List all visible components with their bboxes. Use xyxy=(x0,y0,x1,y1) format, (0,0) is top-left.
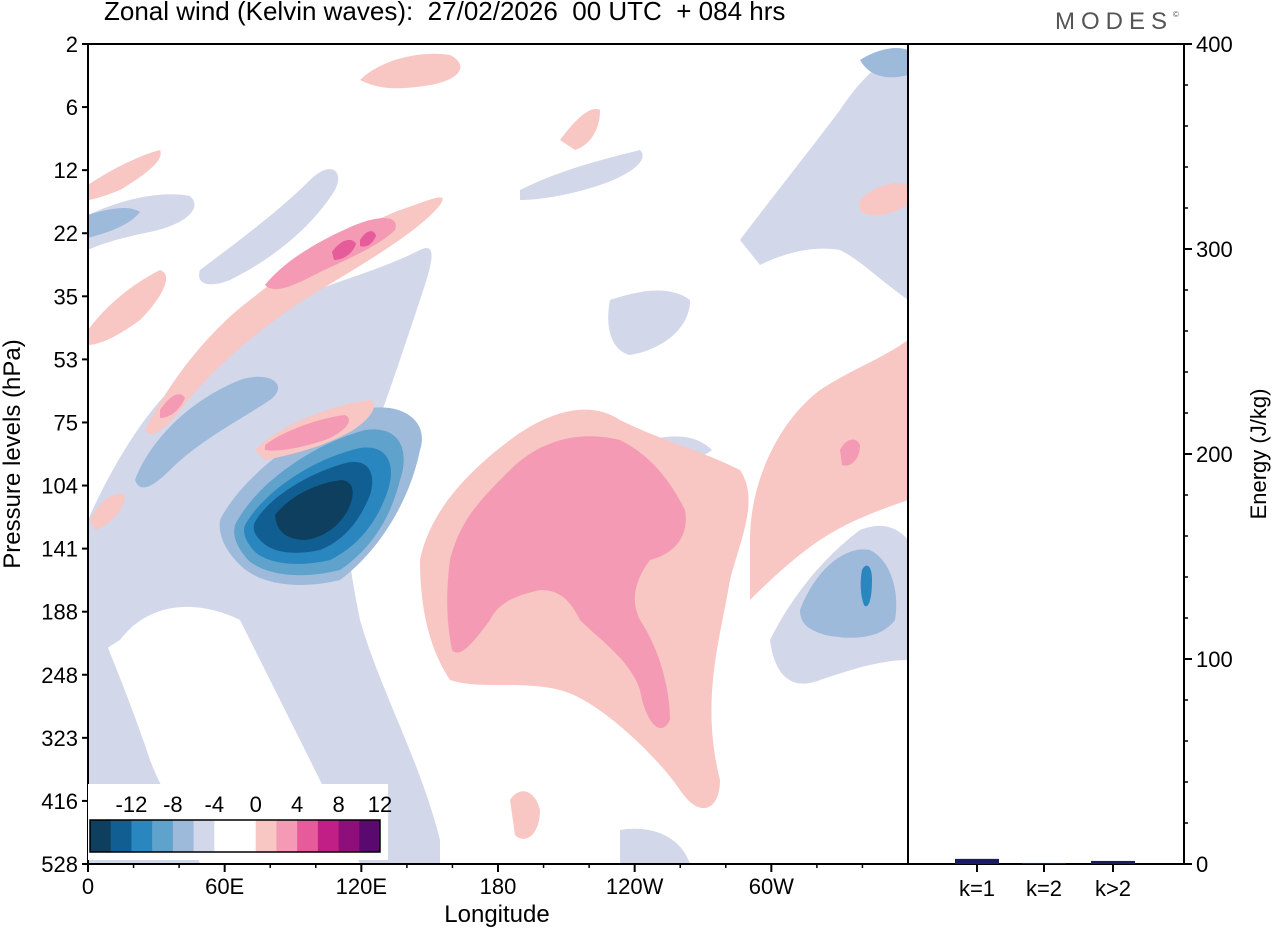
colorbar-swatch xyxy=(193,820,215,852)
contour-westerly-weak xyxy=(560,109,600,150)
contour-westerly-weak xyxy=(750,340,908,600)
colorbar-swatch xyxy=(214,820,236,852)
contour-westerly-strong xyxy=(332,239,356,260)
x-tick-label: 120W xyxy=(606,874,664,899)
energy-axis: 0 100 200 300 400 xyxy=(1184,32,1233,877)
y-tick-label: 6 xyxy=(66,95,78,120)
pressure-axis: 2 6 12 22 35 53 75 104 141 188 248 323 416 528 xyxy=(41,32,88,877)
y-tick-label: 248 xyxy=(41,663,78,688)
colorbar-swatch xyxy=(90,820,112,852)
x-tick-label: 60W xyxy=(749,874,794,899)
contour-westerly-moderate xyxy=(160,394,185,418)
y-tick-label: 12 xyxy=(54,158,78,183)
x-tick-label: 180 xyxy=(480,874,517,899)
energy-category-label: k=2 xyxy=(1026,876,1062,901)
y-tick-label: 141 xyxy=(41,537,78,562)
y-tick-label: 35 xyxy=(54,284,78,309)
contour-westerly-weak xyxy=(88,270,167,345)
contour-easterly-weak xyxy=(608,290,690,355)
contour-westerly-moderate xyxy=(447,436,686,729)
contour-easterly-strong xyxy=(860,565,872,607)
brand-text: MODES xyxy=(1055,8,1174,35)
chart-title: Zonal wind (Kelvin waves): 27/02/2026 00… xyxy=(104,0,786,26)
wind-field xyxy=(88,48,908,864)
colorbar-swatch xyxy=(297,820,319,852)
contour-easterly-weak xyxy=(88,194,195,250)
colorbar-label: -4 xyxy=(205,792,225,817)
energy-bar xyxy=(1091,860,1135,864)
colorbar-swatch xyxy=(255,820,277,852)
y-tick-label: 75 xyxy=(54,410,78,435)
y-tick-label: 22 xyxy=(54,221,78,246)
energy-bar xyxy=(1022,862,1066,864)
energy-tick-label: 100 xyxy=(1196,647,1233,672)
energy-tick-label: 300 xyxy=(1196,237,1233,262)
colorbar-swatch xyxy=(235,820,257,852)
colorbar-label: 0 xyxy=(250,792,262,817)
y-tick-label: 53 xyxy=(54,347,78,372)
colorbar-frame xyxy=(89,819,381,853)
contour-westerly-weak xyxy=(90,493,125,530)
longitude-axis: 0 60E 120E 180 120W 60W xyxy=(82,864,864,899)
contour-westerly-weak xyxy=(510,791,540,839)
contour-westerly-moderate xyxy=(840,439,860,466)
contour-easterly-weak xyxy=(620,828,690,864)
contour-easterly-weak xyxy=(199,169,339,285)
colorbar-label: 4 xyxy=(291,792,303,817)
y-tick-label: 528 xyxy=(41,852,78,877)
colorbar: -12 -8 -4 0 4 8 12 xyxy=(88,784,392,860)
x-tick-label: 0 xyxy=(82,874,94,899)
y-tick-label: 188 xyxy=(41,600,78,625)
energy-tick-label: 400 xyxy=(1196,32,1233,57)
y-axis-title: Pressure levels (hPa) xyxy=(0,339,26,568)
contour-easterly-moderate xyxy=(800,549,897,638)
energy-panel-frame xyxy=(907,43,1185,865)
colorbar-label: 8 xyxy=(332,792,344,817)
colorbar-swatch xyxy=(359,820,381,852)
energy-category-label: k>2 xyxy=(1095,876,1131,901)
x-tick-label: 60E xyxy=(205,874,244,899)
y-tick-label: 104 xyxy=(41,474,78,499)
contour-easterly-peak xyxy=(275,480,353,540)
energy-tick-label: 0 xyxy=(1196,852,1208,877)
contour-easterly-weak xyxy=(740,50,908,300)
contour-westerly-weak xyxy=(860,183,908,216)
contour-easterly-moderate xyxy=(860,48,908,78)
colorbar-label: -8 xyxy=(163,792,183,817)
contour-westerly-weak xyxy=(88,150,161,200)
colorbar-swatch xyxy=(131,820,153,852)
contour-westerly-weak xyxy=(145,197,443,434)
contour-westerly-weak xyxy=(360,53,461,89)
energy-bars: k=1 k=2 k>2 xyxy=(955,858,1135,901)
colorbar-label: -12 xyxy=(116,792,148,817)
modes-logo: MODES© xyxy=(1055,8,1179,36)
colorbar-label: 12 xyxy=(368,792,392,817)
colorbar-swatch xyxy=(338,820,360,852)
colorbar-swatch xyxy=(152,820,174,852)
y-tick-label: 416 xyxy=(41,789,78,814)
contour-easterly-weak xyxy=(520,150,643,200)
colorbar-swatch xyxy=(276,820,298,852)
colorbar-swatch xyxy=(110,820,132,852)
y-tick-label: 323 xyxy=(41,726,78,751)
contour-westerly-moderate xyxy=(265,415,349,451)
colorbar-swatch xyxy=(317,820,340,852)
energy-axis-title: Energy (J/kg) xyxy=(1246,389,1271,520)
x-tick-label: 120E xyxy=(336,874,387,899)
y-tick-label: 2 xyxy=(66,32,78,57)
energy-bar xyxy=(955,858,999,864)
contour-westerly-strong xyxy=(360,231,376,247)
brand-copyright-mark: © xyxy=(1173,10,1179,19)
contour-easterly-moderate xyxy=(88,208,140,238)
x-axis-title: Longitude xyxy=(444,901,549,928)
contour-easterly-moderate xyxy=(135,376,279,488)
colorbar-swatch xyxy=(172,820,195,852)
energy-category-label: k=1 xyxy=(959,876,995,901)
energy-tick-label: 200 xyxy=(1196,442,1233,467)
